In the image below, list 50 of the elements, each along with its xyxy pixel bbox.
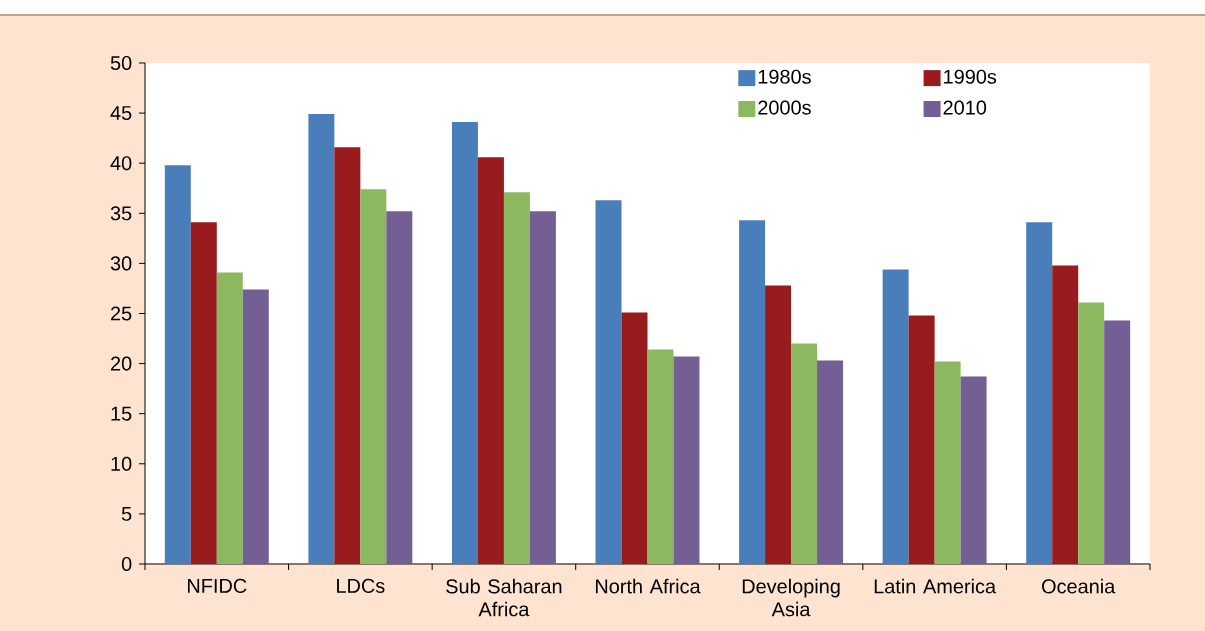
bar xyxy=(503,192,530,564)
bar xyxy=(360,189,387,564)
bar xyxy=(934,361,961,564)
bar xyxy=(1104,320,1131,564)
y-tick-label: 0 xyxy=(121,556,132,572)
y-tick-label: 25 xyxy=(111,306,132,321)
x-tick-label: NFIDC xyxy=(188,578,247,593)
bar xyxy=(164,165,191,564)
bar xyxy=(791,343,818,564)
y-tick-label: 5 xyxy=(121,506,132,521)
bar xyxy=(673,356,700,564)
bar xyxy=(960,376,987,564)
bar xyxy=(908,315,935,564)
x-tick-label: Developing Asia xyxy=(742,578,840,617)
bar xyxy=(739,220,766,564)
bar xyxy=(308,114,335,564)
x-tick-label: Sub Saharan Africa xyxy=(446,578,562,617)
bar xyxy=(529,211,556,564)
bar xyxy=(595,200,622,564)
y-tick-label: 45 xyxy=(110,106,132,121)
y-tick-label: 30 xyxy=(110,256,132,271)
bar xyxy=(190,222,217,564)
x-tick-label: LDCs xyxy=(337,578,385,593)
bar xyxy=(216,272,243,564)
bar xyxy=(1052,265,1079,564)
bar xyxy=(621,312,648,564)
y-tick-label: 15 xyxy=(111,406,132,421)
y-tick-label: 35 xyxy=(110,206,132,221)
bar xyxy=(451,122,478,564)
bar xyxy=(1078,302,1105,564)
y-tick-label: 40 xyxy=(110,156,132,171)
y-tick-label: 20 xyxy=(111,356,132,371)
bar xyxy=(242,289,269,564)
legend-label: 2000s xyxy=(758,100,811,115)
bar xyxy=(882,269,909,564)
bar xyxy=(647,349,674,564)
bar xyxy=(1026,222,1053,564)
bar xyxy=(477,157,504,564)
y-tick-label: 10 xyxy=(111,456,132,471)
bar xyxy=(817,360,844,564)
bar xyxy=(386,211,413,564)
legend-label: 1980s xyxy=(758,69,811,84)
x-tick-label: North Africa xyxy=(595,578,701,594)
legend-label: 2010 xyxy=(943,100,987,115)
legend-label: 1990s xyxy=(944,69,997,84)
x-tick-label: Oceania xyxy=(1042,578,1116,594)
y-tick-label: 50 xyxy=(110,55,132,71)
x-tick-label: Latin America xyxy=(874,578,997,594)
bar xyxy=(334,147,361,564)
bar xyxy=(765,285,792,564)
